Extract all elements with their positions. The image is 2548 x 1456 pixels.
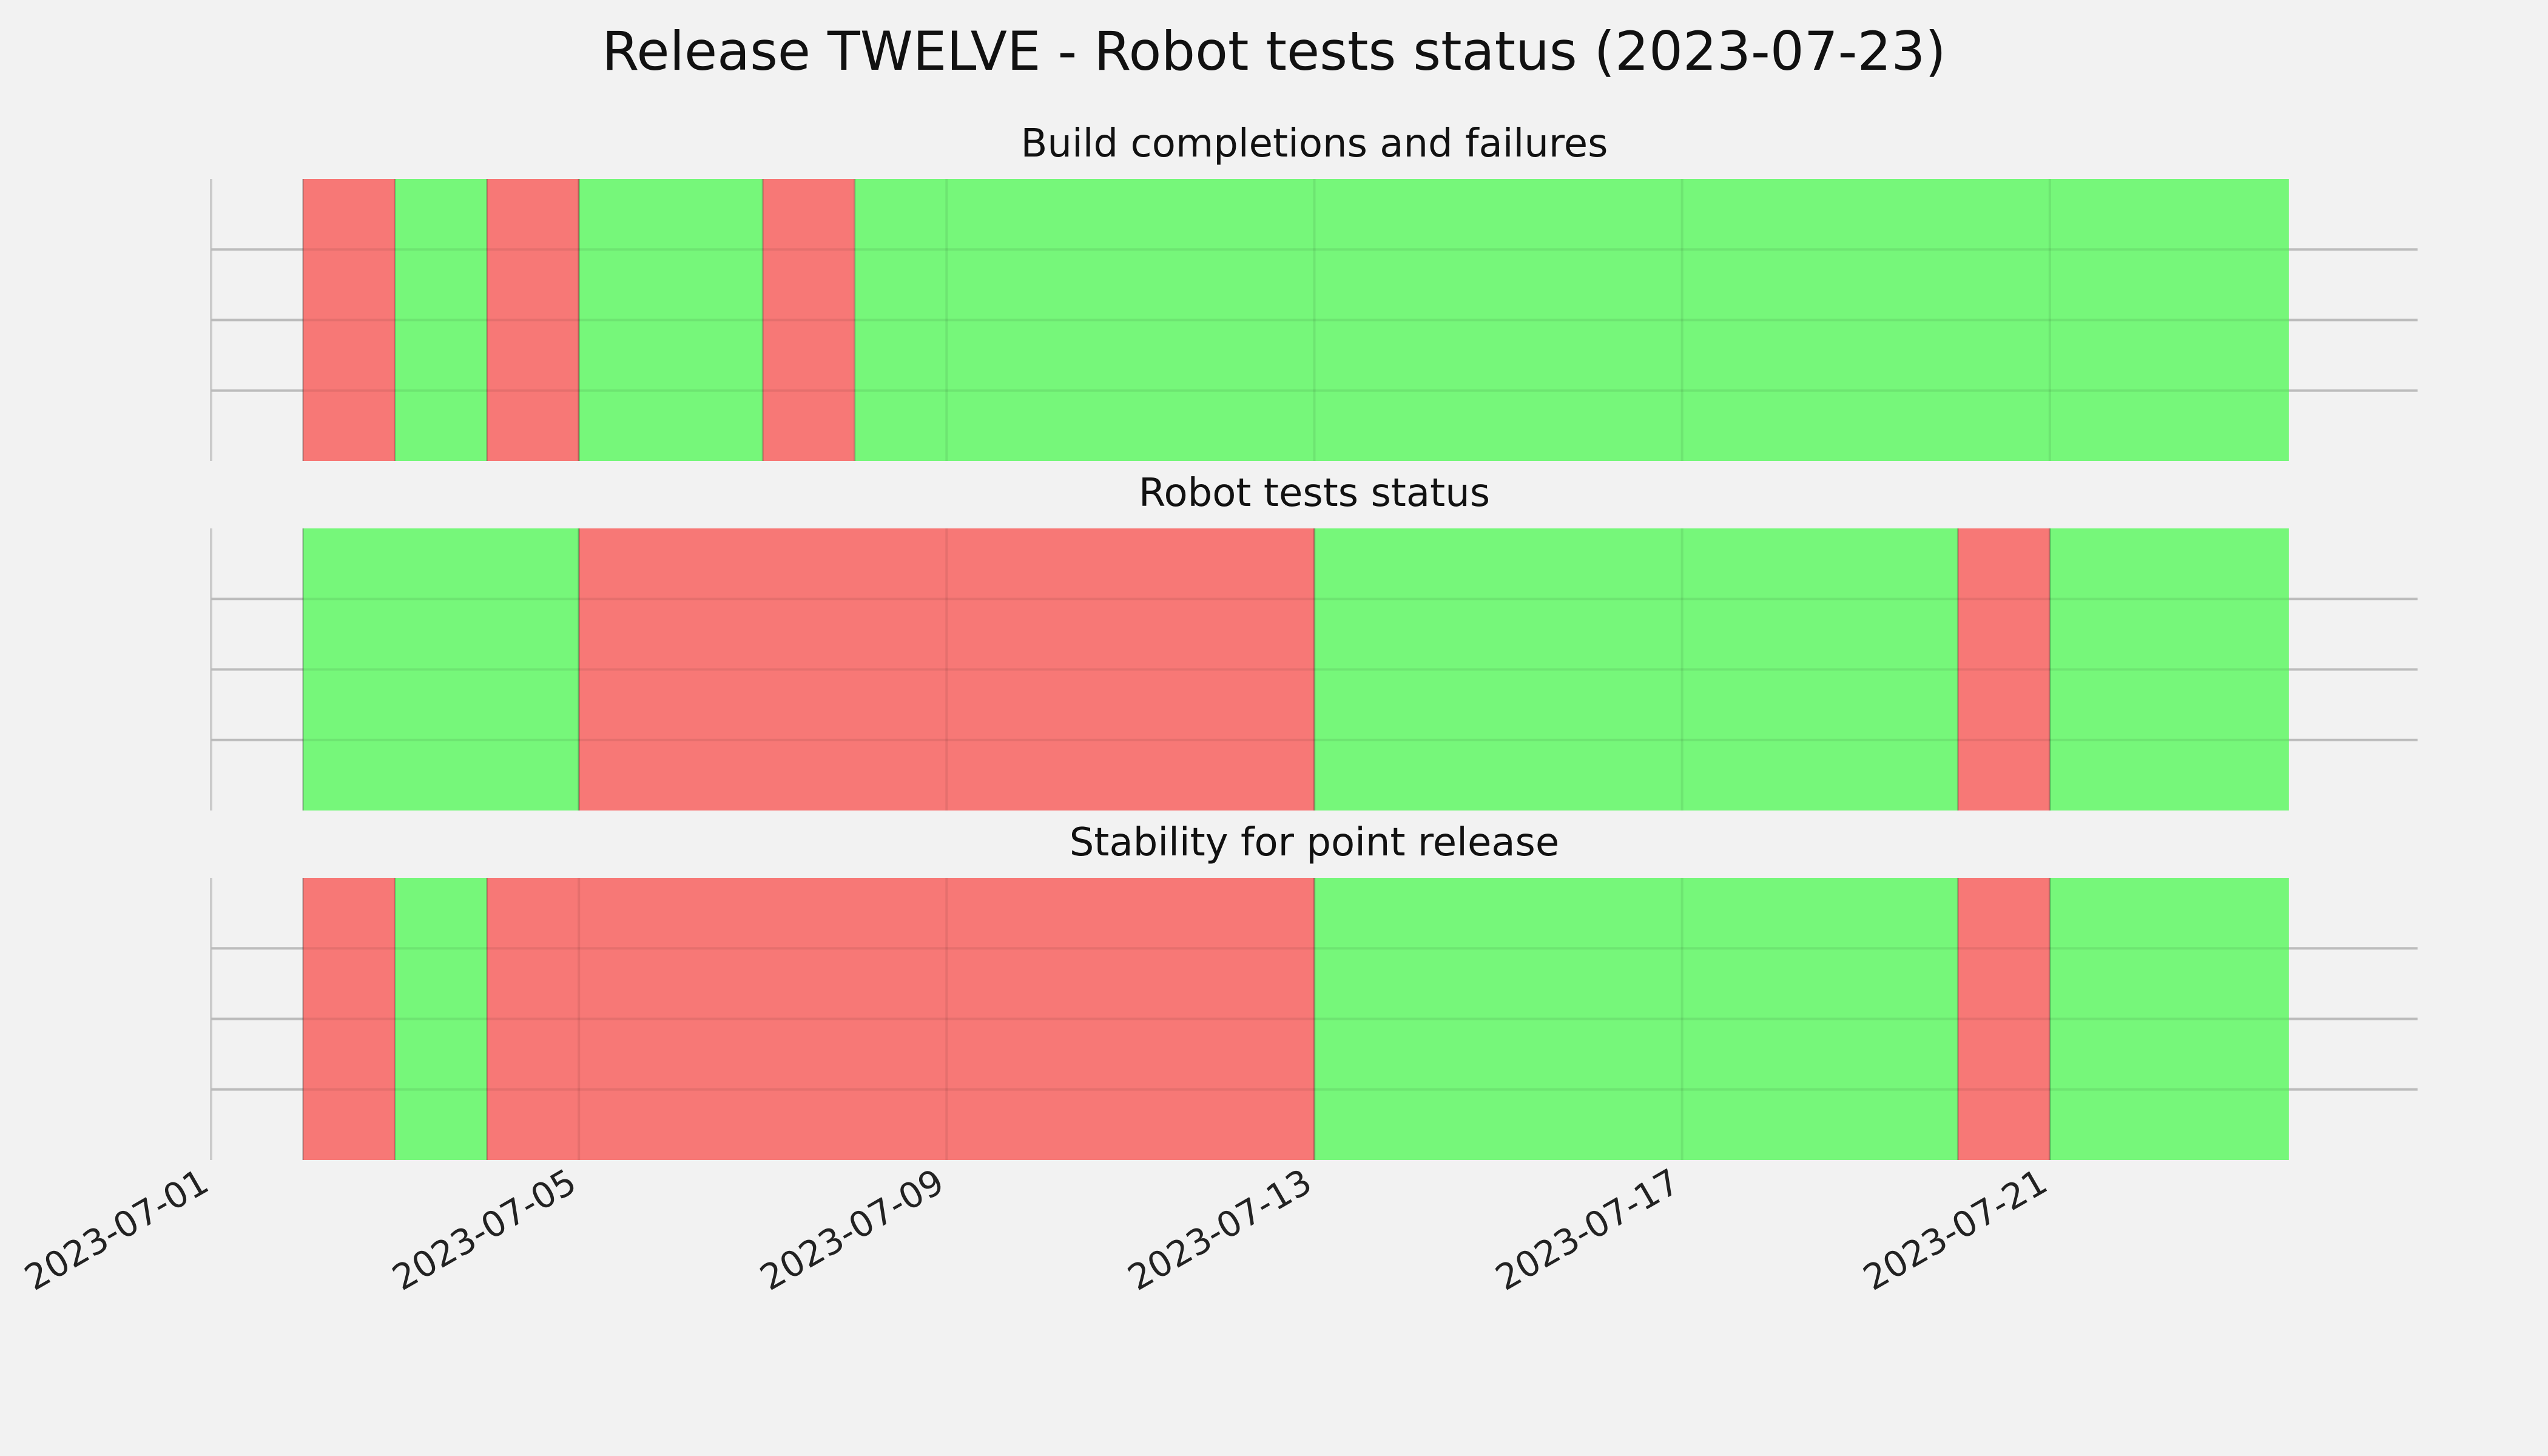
panel-title: Robot tests status [1139,471,1490,516]
status-segment-pass [395,179,487,461]
figure-title: Release TWELVE - Robot tests status (202… [602,20,1946,83]
panel-title: Stability for point release [1070,820,1560,865]
status-segment-pass [1314,878,1958,1160]
status-segment-pass [2049,528,2289,811]
status-segment-fail [579,528,1315,811]
status-segment-fail [487,179,579,461]
panel-title: Build completions and failures [1021,121,1608,166]
status-segment-pass [854,179,2289,461]
panels: Build completions and failures Robot test… [210,121,2418,1160]
status-segment-fail [487,878,1315,1160]
panel-1: Build completions and failures [210,121,2418,461]
status-segment-fail [1958,878,2050,1160]
status-segment-fail [303,179,396,461]
status-segment-fail [763,179,855,461]
status-segment-fail [303,878,396,1160]
status-segment-pass [303,528,579,811]
status-segment-pass [579,179,763,461]
status-segment-fail [1958,528,2050,811]
panel-2: Robot tests status [210,471,2418,811]
status-segment-pass [2049,878,2289,1160]
status-segment-pass [395,878,487,1160]
panel-3: Stability for point release [210,820,2418,1160]
status-segment-pass [1314,528,1958,811]
